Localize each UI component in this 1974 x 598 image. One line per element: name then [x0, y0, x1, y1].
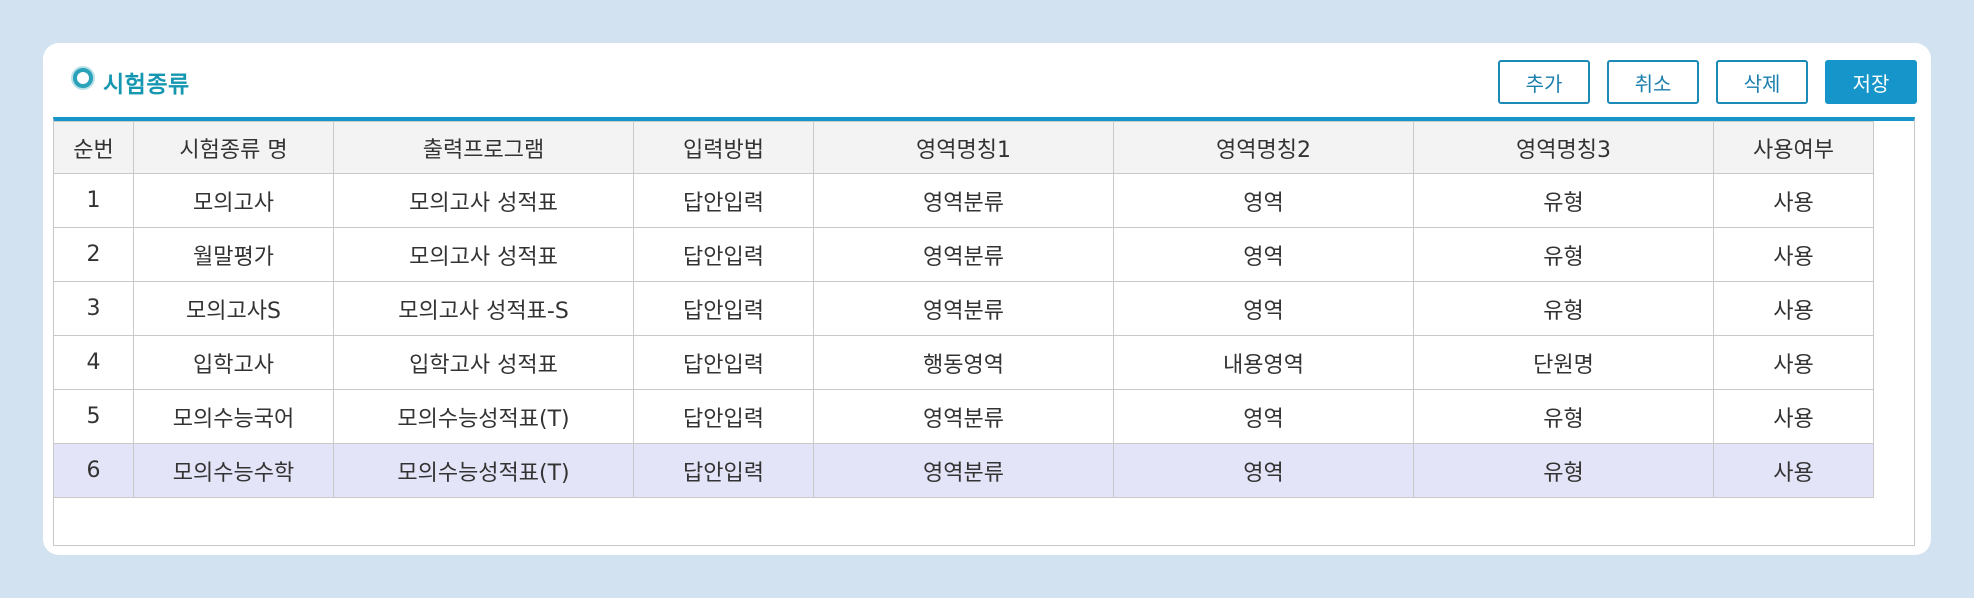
cell-area-name-1[interactable]: 영역분류 [813, 389, 1114, 444]
cell-output-program[interactable]: 모의수능성적표(T) [333, 443, 634, 498]
table-row[interactable]: 1 모의고사 모의고사 성적표 답안입력 영역분류 영역 유형 사용 [53, 173, 1874, 228]
cell-usage[interactable]: 사용 [1713, 173, 1874, 228]
table-row[interactable]: 4 입학고사 입학고사 성적표 답안입력 행동영역 내용영역 단원명 사용 [53, 335, 1874, 390]
column-header-area-name-3[interactable]: 영역명칭3 [1413, 121, 1714, 174]
cell-no[interactable]: 3 [53, 281, 134, 336]
panel-title: 시험종류 [103, 72, 190, 98]
cell-area-name-2[interactable]: 내용영역 [1113, 335, 1414, 390]
table-header-row: 순번 시험종류 명 출력프로그램 입력방법 영역명칭1 영역명칭2 영역명칭3 … [53, 121, 1874, 174]
cell-area-name-3[interactable]: 유형 [1413, 281, 1714, 336]
column-header-output-program[interactable]: 출력프로그램 [333, 121, 634, 174]
table-row-selected[interactable]: 6 모의수능수학 모의수능성적표(T) 답안입력 영역분류 영역 유형 사용 [53, 443, 1874, 498]
cell-area-name-3[interactable]: 유형 [1413, 389, 1714, 444]
cell-no[interactable]: 2 [53, 227, 134, 282]
column-header-no[interactable]: 순번 [53, 121, 134, 174]
column-header-input-method[interactable]: 입력방법 [633, 121, 814, 174]
cancel-button[interactable]: 취소 [1607, 60, 1699, 104]
cell-input-method[interactable]: 답안입력 [633, 227, 814, 282]
exam-type-table: 순번 시험종류 명 출력프로그램 입력방법 영역명칭1 영역명칭2 영역명칭3 … [53, 121, 1874, 498]
cell-output-program[interactable]: 모의고사 성적표-S [333, 281, 634, 336]
cell-exam-name[interactable]: 월말평가 [133, 227, 334, 282]
cell-usage[interactable]: 사용 [1713, 335, 1874, 390]
column-header-area-name-1[interactable]: 영역명칭1 [813, 121, 1114, 174]
cell-output-program[interactable]: 모의고사 성적표 [333, 227, 634, 282]
delete-button[interactable]: 삭제 [1716, 60, 1808, 104]
cell-no[interactable]: 1 [53, 173, 134, 228]
cell-area-name-2[interactable]: 영역 [1113, 281, 1414, 336]
cell-area-name-3[interactable]: 유형 [1413, 173, 1714, 228]
cell-output-program[interactable]: 입학고사 성적표 [333, 335, 634, 390]
cell-area-name-1[interactable]: 영역분류 [813, 227, 1114, 282]
cell-usage[interactable]: 사용 [1713, 389, 1874, 444]
table-row[interactable]: 2 월말평가 모의고사 성적표 답안입력 영역분류 영역 유형 사용 [53, 227, 1874, 282]
cell-exam-name[interactable]: 입학고사 [133, 335, 334, 390]
cell-usage[interactable]: 사용 [1713, 281, 1874, 336]
cell-input-method[interactable]: 답안입력 [633, 335, 814, 390]
cell-area-name-1[interactable]: 영역분류 [813, 443, 1114, 498]
circle-bullet-icon [73, 68, 93, 88]
cell-exam-name[interactable]: 모의수능수학 [133, 443, 334, 498]
column-header-usage[interactable]: 사용여부 [1713, 121, 1874, 174]
cell-output-program[interactable]: 모의고사 성적표 [333, 173, 634, 228]
table-row[interactable]: 3 모의고사S 모의고사 성적표-S 답안입력 영역분류 영역 유형 사용 [53, 281, 1874, 336]
cell-usage[interactable]: 사용 [1713, 227, 1874, 282]
cell-area-name-3[interactable]: 단원명 [1413, 335, 1714, 390]
cell-input-method[interactable]: 답안입력 [633, 389, 814, 444]
cell-input-method[interactable]: 답안입력 [633, 281, 814, 336]
cell-area-name-3[interactable]: 유형 [1413, 443, 1714, 498]
column-header-area-name-2[interactable]: 영역명칭2 [1113, 121, 1414, 174]
panel-header: 시험종류 추가 취소 삭제 저장 [43, 43, 1931, 117]
column-header-exam-name[interactable]: 시험종류 명 [133, 121, 334, 174]
cell-area-name-1[interactable]: 영역분류 [813, 173, 1114, 228]
cell-area-name-1[interactable]: 행동영역 [813, 335, 1114, 390]
add-button[interactable]: 추가 [1498, 60, 1590, 104]
table-row[interactable]: 5 모의수능국어 모의수능성적표(T) 답안입력 영역분류 영역 유형 사용 [53, 389, 1874, 444]
cell-area-name-2[interactable]: 영역 [1113, 173, 1414, 228]
cell-exam-name[interactable]: 모의수능국어 [133, 389, 334, 444]
toolbar: 추가 취소 삭제 저장 [1498, 60, 1917, 104]
exam-type-panel: 시험종류 추가 취소 삭제 저장 순번 시험종류 명 [43, 43, 1931, 555]
cell-exam-name[interactable]: 모의고사S [133, 281, 334, 336]
cell-area-name-1[interactable]: 영역분류 [813, 281, 1114, 336]
cell-area-name-3[interactable]: 유형 [1413, 227, 1714, 282]
cell-area-name-2[interactable]: 영역 [1113, 227, 1414, 282]
cell-input-method[interactable]: 답안입력 [633, 443, 814, 498]
cell-input-method[interactable]: 답안입력 [633, 173, 814, 228]
save-button[interactable]: 저장 [1825, 60, 1917, 104]
exam-type-grid: 순번 시험종류 명 출력프로그램 입력방법 영역명칭1 영역명칭2 영역명칭3 … [53, 117, 1915, 546]
cell-output-program[interactable]: 모의수능성적표(T) [333, 389, 634, 444]
title-wrap: 시험종류 [73, 65, 190, 99]
cell-exam-name[interactable]: 모의고사 [133, 173, 334, 228]
cell-no[interactable]: 6 [53, 443, 134, 498]
cell-area-name-2[interactable]: 영역 [1113, 443, 1414, 498]
cell-no[interactable]: 5 [53, 389, 134, 444]
cell-usage[interactable]: 사용 [1713, 443, 1874, 498]
cell-area-name-2[interactable]: 영역 [1113, 389, 1414, 444]
cell-no[interactable]: 4 [53, 335, 134, 390]
